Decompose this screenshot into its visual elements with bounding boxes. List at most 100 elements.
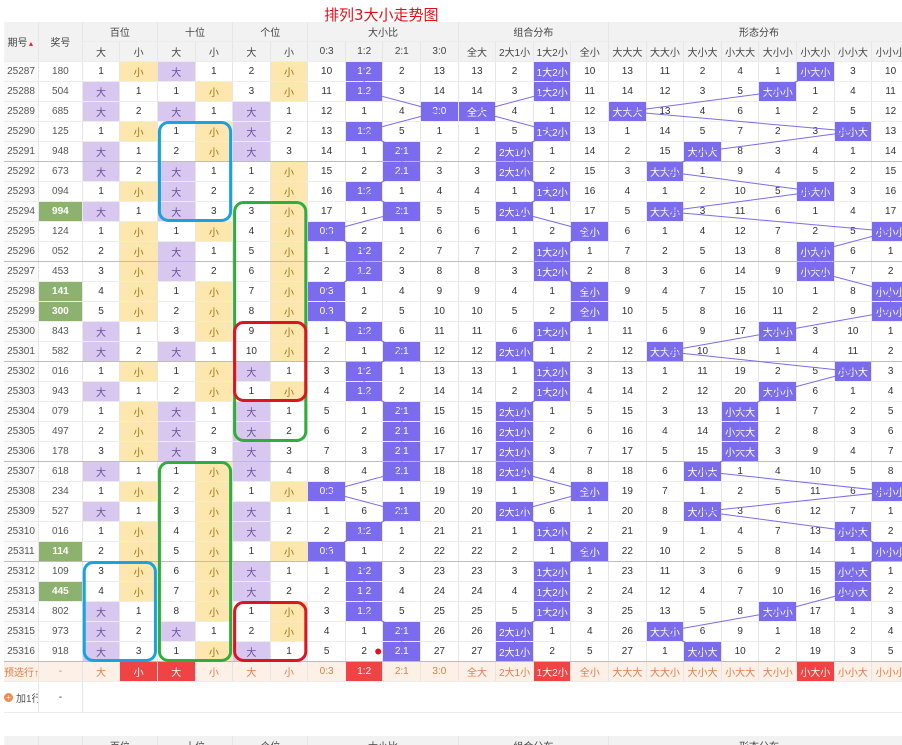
combo-cell: 1大2小: [533, 181, 572, 202]
combo-cell: 1: [570, 321, 610, 342]
combo-cell: 13: [570, 121, 610, 142]
form-cell: 3: [683, 81, 722, 102]
predict-form[interactable]: 大小大: [683, 661, 722, 682]
form-cell: 3: [608, 161, 647, 182]
predict-combo[interactable]: 全大: [458, 661, 497, 682]
predict-form[interactable]: 小小大: [834, 661, 873, 682]
form-cell: 1: [758, 101, 798, 122]
position-cell: 小: [119, 121, 158, 142]
predict-ratio[interactable]: 0:3: [307, 661, 346, 682]
position-cell: 3: [157, 501, 196, 522]
predict-combo[interactable]: 全小: [570, 661, 610, 682]
form-cell: 3: [683, 201, 722, 222]
predict-option[interactable]: 大: [157, 661, 196, 682]
predict-form[interactable]: 大大大: [608, 661, 647, 682]
ratio-cell: 1:2: [345, 521, 384, 542]
form-cell: 5: [871, 401, 902, 422]
combo-cell: 8: [570, 461, 610, 482]
group-header: 组合分布: [458, 22, 610, 42]
position-cell: 1: [119, 381, 158, 402]
form-cell: 14: [608, 381, 647, 402]
predict-ratio[interactable]: 1:2: [345, 661, 384, 682]
predict-form[interactable]: 大小小: [758, 661, 798, 682]
form-cell: 9: [758, 561, 798, 582]
form-cell: 15: [608, 401, 647, 422]
predict-form[interactable]: 小大大: [721, 661, 760, 682]
form-cell: 15: [721, 281, 760, 302]
position-cell: 大: [82, 101, 121, 122]
period-header[interactable]: 期号▲: [4, 22, 40, 62]
combo-cell: 6: [458, 221, 497, 242]
ratio-cell: 1:2: [345, 121, 384, 142]
combo-cell: 6: [570, 421, 610, 442]
combo-cell: 2: [533, 221, 572, 242]
predict-option[interactable]: 大: [82, 661, 121, 682]
form-cell: 小大小: [796, 241, 835, 262]
predict-combo[interactable]: 1大2小: [533, 661, 572, 682]
ratio-cell: 5: [307, 641, 346, 662]
form-cell: 17: [721, 321, 760, 342]
form-cell: 10: [796, 461, 835, 482]
position-cell: 1: [195, 241, 234, 262]
add-row-button[interactable]: +加1行: [4, 681, 40, 713]
predict-form[interactable]: 大大小: [646, 661, 685, 682]
ratio-cell: 2: [307, 521, 346, 542]
ratio-cell: 1:2: [345, 61, 384, 82]
sort-icon[interactable]: ▲: [27, 41, 35, 48]
ratio-cell: 2: [345, 641, 384, 662]
ratio-cell: 2:1: [382, 401, 422, 422]
combo-cell: 4: [495, 581, 534, 602]
table-row: 25294 994 大 1 大 3 3 小 17 1 2:1 5 5 2大1小 1 17 5 大大小 3 11 6 1 4 1…: [4, 201, 902, 222]
form-cell: 1: [646, 641, 685, 662]
position-cell: 大: [82, 461, 121, 482]
form-cell: 小小大: [834, 561, 873, 582]
predict-form[interactable]: 小小小: [871, 661, 902, 682]
ratio-cell: 9: [420, 281, 459, 302]
position-cell: 小: [270, 301, 309, 322]
predict-form[interactable]: 小大小: [796, 661, 835, 682]
predict-option[interactable]: 小: [195, 661, 234, 682]
position-cell: 1: [82, 221, 121, 242]
form-cell: 4: [646, 421, 685, 442]
ratio-cell: 11: [307, 81, 346, 102]
position-cell: 7: [232, 281, 271, 302]
ratio-cell: 4: [307, 381, 346, 402]
ratio-cell: 1: [307, 241, 346, 262]
combo-cell: 全小: [570, 541, 610, 562]
predict-row[interactable]: 预选行↑ - 大小大小大小 0:3 1:2 2:1 3:0 全大 2大1小 1大2小 全小 大大大 大大…: [4, 661, 902, 682]
sub-header: 大: [82, 41, 121, 62]
form-cell: 4: [758, 161, 798, 182]
position-cell: 2: [82, 421, 121, 442]
form-cell: 3: [871, 361, 902, 382]
combo-cell: 2大1小: [495, 401, 534, 422]
form-cell: 21: [608, 521, 647, 542]
page-title: 排列3大小走势图: [324, 6, 439, 24]
form-cell: 大小小: [758, 601, 798, 622]
combo-cell: 15: [458, 401, 497, 422]
position-cell: 5: [157, 541, 196, 562]
period-cell: 25299: [4, 301, 40, 322]
ratio-cell: 1:2: [345, 581, 384, 602]
form-cell: 9: [683, 321, 722, 342]
predict-ratio[interactable]: 3:0: [420, 661, 459, 682]
ratio-cell: 5: [382, 121, 422, 142]
form-cell: 2: [871, 521, 902, 542]
predict-combo[interactable]: 2大1小: [495, 661, 534, 682]
table-row: 25302 016 1 小 1 小大 1 3 1:2 1 13 13 1 1大2小 3 13 1 11 19 2 5 小小…: [4, 361, 902, 382]
predict-ratio[interactable]: 2:1: [382, 661, 422, 682]
position-cell: 小: [119, 581, 158, 602]
form-cell: 11: [721, 201, 760, 222]
position-cell: 1: [157, 361, 196, 382]
form-cell: 11: [758, 301, 798, 322]
table-row: 25315 973 大 2 大 1 2 小 4 1 2:1 26 26 2大1小 1 4 26 大大小 6 9 1 18 2…: [4, 621, 902, 642]
period-cell: 25314: [4, 601, 40, 622]
period-cell: 25307: [4, 461, 40, 482]
position-cell: 小: [195, 141, 234, 162]
predict-option[interactable]: 小: [119, 661, 158, 682]
table-row: 25303 943 大 1 2 小 1 小 4 1:2 2 14 14 2 1大2小 4 14 2 12 20 大小小 6…: [4, 381, 902, 402]
predict-option[interactable]: 大: [232, 661, 271, 682]
predict-option[interactable]: 小: [270, 661, 309, 682]
ratio-cell: 15: [307, 161, 346, 182]
ratio-cell: 15: [420, 401, 459, 422]
